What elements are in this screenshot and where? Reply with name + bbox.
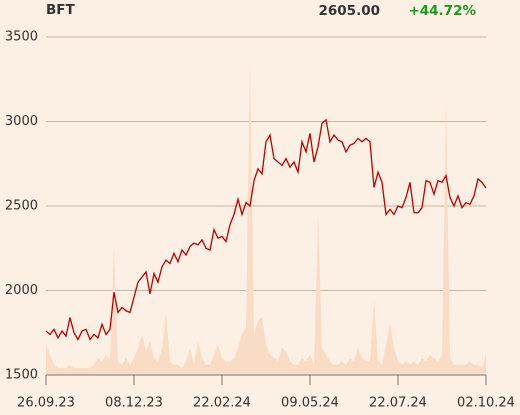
change: +44.72%: [408, 3, 476, 19]
x-tick-label: 09.05.24: [281, 396, 339, 411]
ticker: BFT: [46, 2, 76, 18]
x-tick-label: 26.09.23: [17, 396, 75, 411]
x-tick-label: 02.10.24: [457, 396, 515, 411]
y-tick-label: 2500: [5, 199, 38, 214]
x-tick-label: 22.02.24: [193, 396, 251, 411]
price-line: [45, 118, 487, 341]
y-tick-label: 3500: [5, 30, 38, 45]
y-tick-label: 3000: [5, 114, 38, 129]
last-price: 2605.00: [319, 3, 381, 19]
x-tick-label: 08.12.23: [105, 396, 163, 411]
x-tick-label: 22.07.24: [369, 396, 427, 411]
y-tick-label: 2000: [5, 283, 38, 298]
y-tick-label: 1500: [5, 368, 38, 383]
